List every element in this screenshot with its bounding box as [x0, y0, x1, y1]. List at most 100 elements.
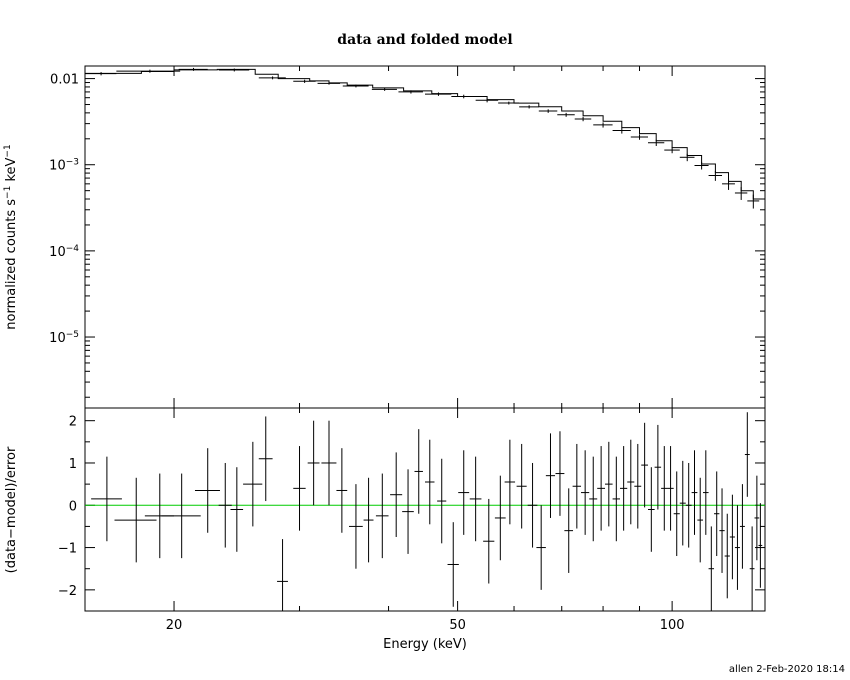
residual-point: [667, 446, 674, 531]
x-tick-label: 50: [449, 618, 466, 633]
model-step-line: [85, 68, 765, 200]
residual-point: [612, 456, 621, 542]
residual-point: [218, 462, 232, 548]
residual-point: [634, 443, 642, 529]
data-point: [694, 161, 709, 170]
data-point: [293, 79, 316, 83]
top-y-ticks: [85, 78, 765, 398]
data-point: [593, 122, 613, 128]
residual-point: [647, 467, 655, 552]
data-point: [630, 134, 648, 140]
residual-point: [437, 458, 447, 544]
residual-point: [293, 446, 306, 531]
bottom-y-tick-label: −2: [58, 584, 77, 599]
data-point: [747, 194, 760, 209]
data-point: [317, 82, 341, 85]
residual-point: [194, 448, 220, 533]
footer-timestamp: allen 2-Feb-2020 18:14: [729, 664, 845, 675]
data-point: [574, 116, 592, 122]
data-point: [85, 72, 117, 76]
residual-point: [494, 475, 506, 561]
data-point: [498, 101, 520, 105]
data-point: [218, 68, 250, 72]
residual-point: [516, 443, 527, 529]
residual-point: [230, 467, 244, 552]
residual-point: [589, 456, 598, 542]
x-tick-label: 100: [660, 618, 685, 633]
residual-point: [469, 456, 482, 542]
residual-point: [641, 422, 648, 508]
residual-point: [414, 429, 423, 514]
residual-point: [555, 431, 565, 516]
residual-point: [734, 505, 740, 590]
top-x-ticks: [173, 66, 673, 408]
top-y-tick-label: 10−3: [49, 158, 79, 174]
residual-point: [307, 420, 320, 506]
residual-point: [719, 488, 725, 573]
data-point: [475, 98, 499, 103]
top-y-tick-label: 0.01: [50, 73, 79, 88]
data-point: [451, 94, 476, 99]
data-points: [85, 67, 760, 209]
residual-point: [545, 433, 556, 518]
residual-point: [91, 456, 122, 542]
residual-point: [277, 539, 288, 611]
residual-point: [703, 450, 709, 535]
bottom-y-axis-label: (data−model)/error: [4, 446, 19, 573]
residual-point: [564, 488, 574, 573]
residual-point: [714, 471, 720, 557]
data-point: [371, 87, 397, 91]
residual-point: [458, 450, 470, 535]
data-point: [178, 67, 208, 71]
top-y-tick-label: 10−5: [49, 330, 79, 346]
residual-point: [390, 452, 403, 537]
x-tick-label: 20: [166, 618, 183, 633]
residual-point: [504, 439, 516, 525]
bottom-panel-frame: [84, 407, 766, 612]
residual-point: [673, 471, 680, 557]
residual-point: [627, 439, 635, 525]
residual-point: [697, 477, 704, 563]
residual-point: [754, 475, 760, 561]
residual-point: [729, 494, 735, 580]
data-point: [734, 187, 748, 200]
data-point: [722, 178, 735, 190]
data-point: [342, 84, 369, 88]
residual-point: [685, 462, 692, 548]
residual-point: [348, 484, 363, 569]
residual-point: [402, 469, 414, 554]
residual-point: [744, 412, 750, 497]
top-panel: 0.01 10−3 10−4 10−5 normalized counts s−1 k…: [3, 65, 766, 409]
data-point: [557, 112, 575, 117]
residual-point: [708, 526, 715, 611]
residual-point: [597, 446, 605, 531]
residual-point: [447, 522, 459, 607]
residual-point: [749, 526, 755, 611]
residual-point: [654, 424, 662, 510]
residual-point: [161, 473, 201, 559]
residual-point: [679, 460, 686, 546]
data-point: [425, 92, 452, 96]
residual-point: [321, 420, 337, 506]
residual-point: [483, 498, 495, 584]
bottom-y-tick-label: 1: [69, 457, 77, 472]
data-point: [708, 170, 723, 181]
residual-point: [604, 441, 613, 527]
bottom-x-ticks: [173, 408, 673, 611]
top-y-tick-labels: 0.01 10−3 10−4 10−5: [49, 73, 79, 346]
residual-point: [258, 416, 273, 502]
top-y-axis-label: normalized counts s−1 keV−1: [3, 144, 19, 329]
data-point: [612, 127, 631, 134]
residual-point: [661, 446, 668, 531]
residual-point: [739, 484, 745, 569]
bottom-y-tick-label: −1: [58, 542, 77, 557]
residual-point: [620, 446, 628, 531]
data-point: [679, 153, 695, 162]
residual-point: [581, 450, 590, 535]
residual-point: [114, 477, 157, 563]
residual-point: [724, 513, 730, 599]
residual-points: [91, 412, 763, 611]
residual-point: [527, 462, 538, 548]
data-point: [538, 109, 558, 113]
